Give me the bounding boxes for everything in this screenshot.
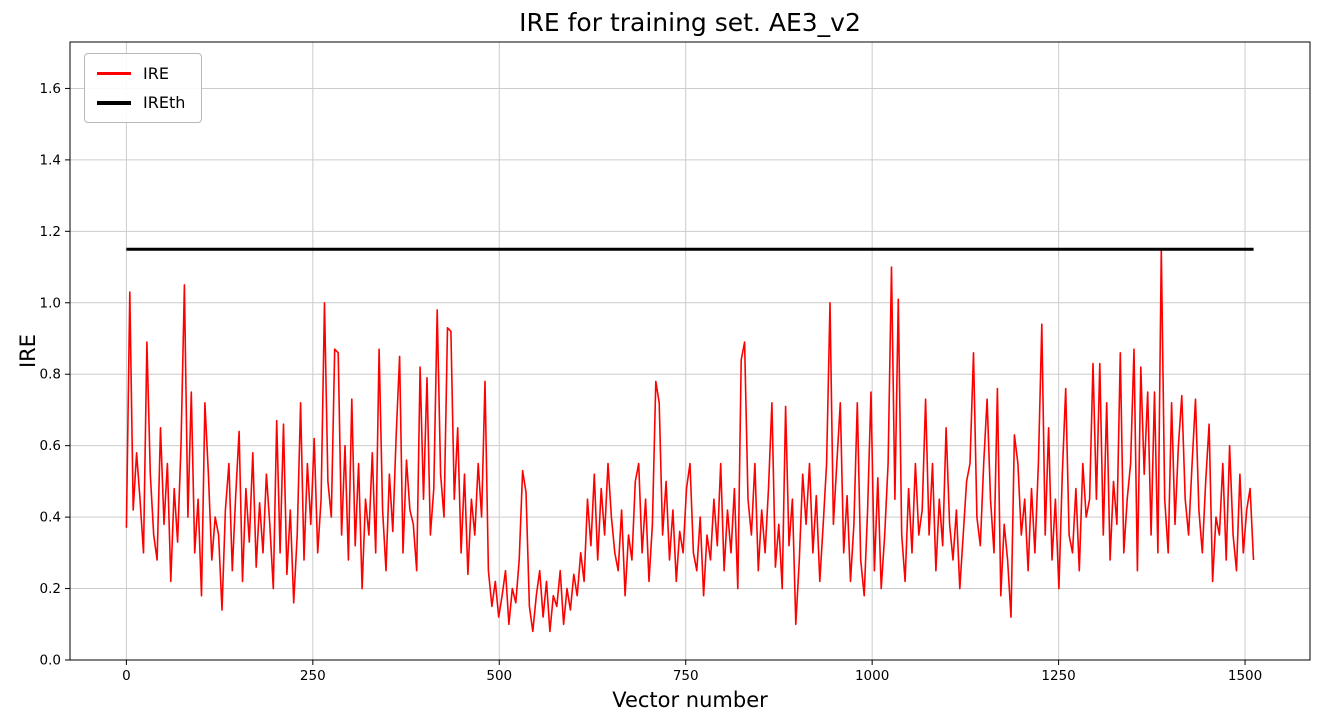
y-axis-label: IRE [16,333,40,369]
y-tick-label: 0.2 [40,581,61,597]
y-tick-label: 0.4 [40,510,61,526]
x-tick-label: 1500 [1228,668,1262,684]
ire-line-swatch [97,72,131,76]
legend-item-ire: IRE [97,64,185,83]
x-tick-label: 1000 [855,668,889,684]
ire-data-line [125,248,1255,633]
x-axis-label: Vector number [612,688,768,712]
y-tick-label: 1.0 [40,295,61,311]
x-tick-label: 1250 [1041,668,1075,684]
chart-title: IRE for training set. AE3_v2 [519,8,861,37]
plot-border [69,41,1311,661]
x-tick-label: 0 [122,668,131,684]
ireth-line-swatch [97,101,131,105]
legend: IRE IREth [84,53,203,124]
y-tick-label: 1.2 [40,224,61,240]
x-tick-label: 500 [486,668,512,684]
x-tick-label: 750 [673,668,699,684]
y-tick-label: 0.6 [40,438,61,454]
legend-label-ire: IRE [143,64,169,83]
legend-label-ireth: IREth [143,93,186,113]
legend-item-ireth: IREth [97,93,185,112]
y-tick-label: 1.4 [40,152,61,168]
y-tick-label: 0.0 [40,653,61,669]
y-tick-label: 0.8 [40,367,61,383]
x-tick-label: 250 [300,668,326,684]
y-tick-label: 1.6 [40,81,61,97]
